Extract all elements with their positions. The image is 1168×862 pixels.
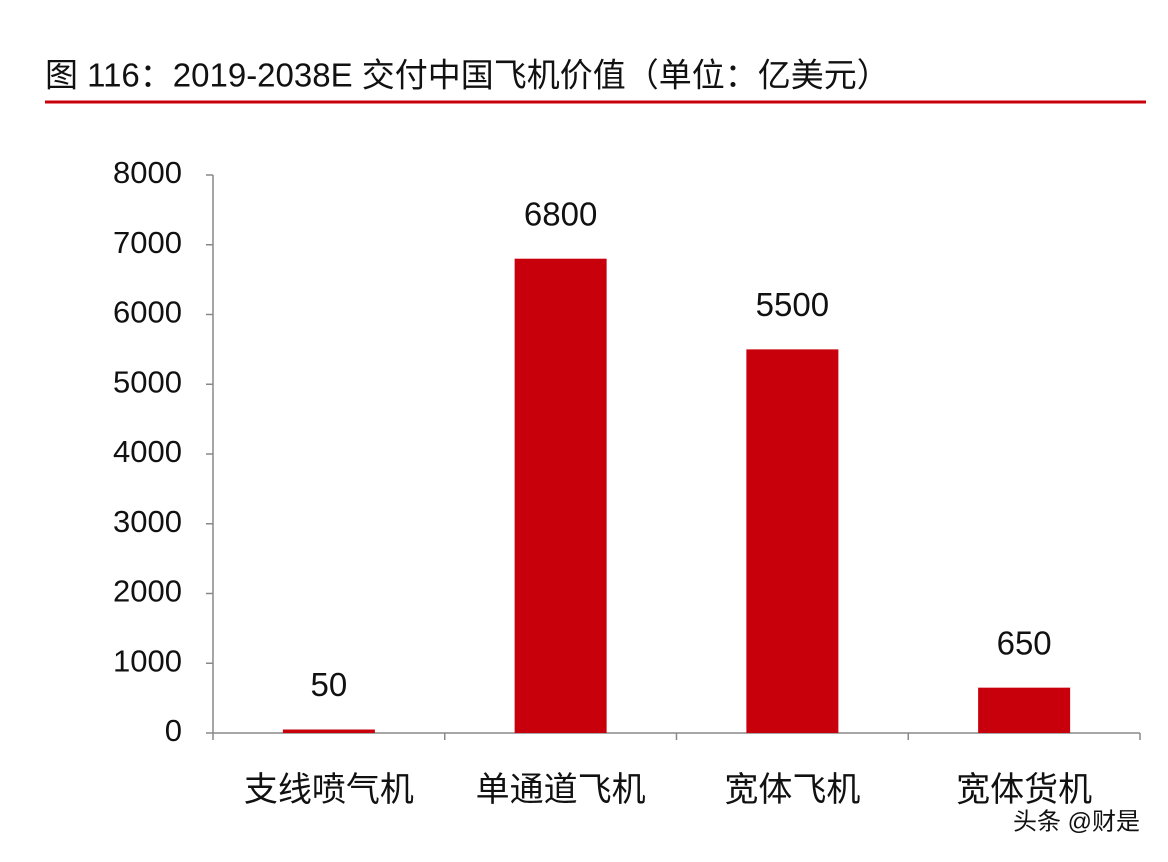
chart-title: 图 116：2019-2038E 交付中国飞机价值（单位：亿美元）: [45, 57, 890, 94]
x-tick-label: 宽体飞机: [724, 771, 860, 809]
y-tick-label: 6000: [113, 295, 182, 330]
data-label: 650: [997, 624, 1052, 661]
x-tick-label: 支线喷气机: [244, 771, 414, 809]
data-label: 50: [311, 666, 348, 703]
watermark: 头条 @财是: [1013, 808, 1140, 835]
data-label: 5500: [756, 286, 829, 323]
x-tick-label: 单通道飞机: [476, 771, 646, 809]
x-tick-label: 宽体货机: [956, 771, 1092, 809]
bar: [282, 729, 375, 733]
bar: [978, 687, 1071, 733]
y-tick-label: 2000: [113, 574, 182, 609]
y-tick-label: 0: [165, 713, 182, 748]
y-tick-label: 3000: [113, 504, 182, 539]
y-tick-label: 7000: [113, 225, 182, 260]
bar: [514, 258, 607, 733]
y-tick-label: 1000: [113, 643, 182, 678]
y-tick-label: 5000: [113, 364, 182, 399]
y-tick-label: 4000: [113, 434, 182, 469]
bar: [746, 349, 839, 733]
data-label: 6800: [524, 195, 597, 232]
y-tick-label: 8000: [113, 155, 182, 190]
